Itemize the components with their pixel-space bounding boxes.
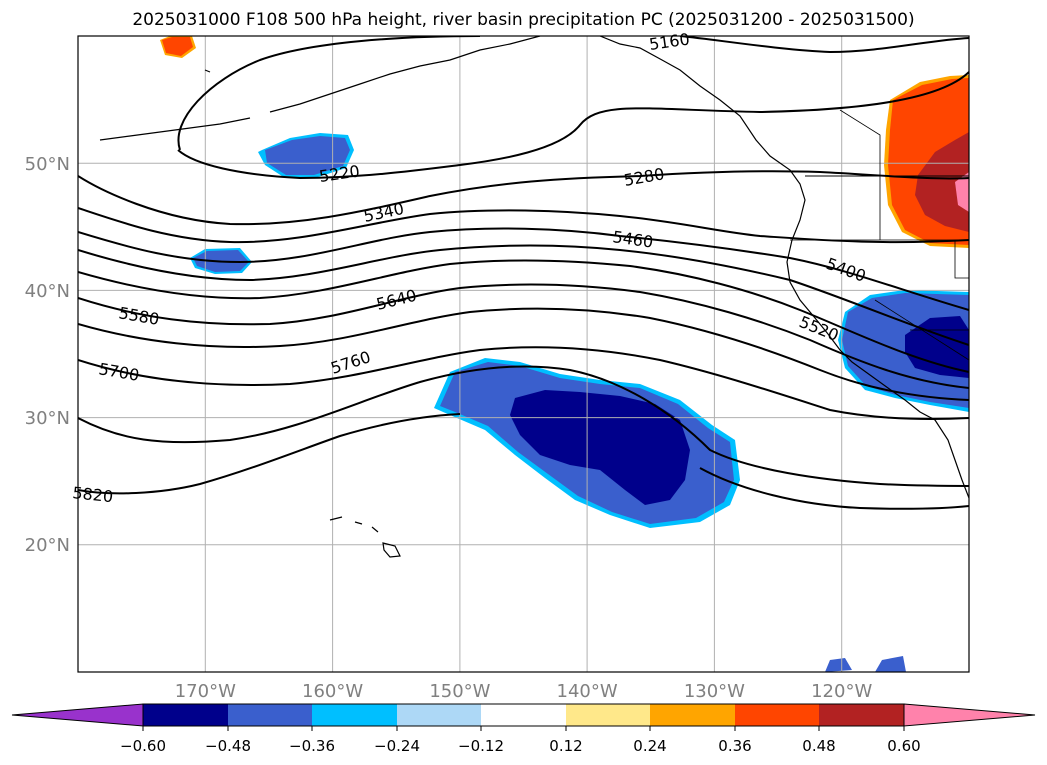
state-borders [790, 109, 969, 361]
colorbar-tick-3: −0.36 [289, 737, 335, 755]
contour-5280 [78, 170, 969, 226]
colorbar-tick-2: −0.48 [205, 737, 251, 755]
contour-5340 [78, 207, 969, 244]
coastline-alaska [269, 36, 541, 113]
map-background [78, 36, 969, 672]
colorbar-bin-7 [650, 704, 735, 726]
map-title: 2025031000 F108 500 hPa height, river ba… [132, 10, 915, 30]
lat-tick-50n: 50°N [25, 154, 70, 175]
precip-negative-south [825, 656, 906, 672]
contour-5160 [177, 36, 969, 151]
colorbar-tick-10: 0.60 [887, 737, 920, 755]
colorbar-tick-8: 0.36 [718, 737, 751, 755]
colorbar-bin-9 [819, 704, 904, 726]
coastline-aleutians [99, 117, 251, 141]
island-1 [204, 69, 211, 73]
colorbar-tick-9: 0.48 [802, 737, 835, 755]
precip-negative-alaska [258, 133, 354, 178]
colorbar-extend-high [903, 703, 1036, 727]
lon-tick-120w: 120°W [811, 681, 872, 702]
colorbar-extend-low [11, 703, 144, 727]
contour-5640 [78, 307, 969, 401]
colorbar-bin-2 [228, 704, 312, 726]
contour-5520 [78, 259, 969, 373]
map-frame [77, 35, 970, 673]
contour-5580 [78, 283, 969, 389]
colorbar: −0.60 −0.48 −0.36 −0.24 −0.12 0.12 0.24 … [11, 703, 1036, 755]
contour-5820 [78, 413, 969, 510]
colorbar-tick-5: −0.12 [458, 737, 504, 755]
colorbar-tick-1: −0.60 [120, 737, 166, 755]
lat-tick-20n: 20°N [25, 535, 70, 556]
colorbar-bin-1 [143, 704, 228, 726]
lon-tick-150w: 150°W [429, 681, 490, 702]
contour-5760 [78, 365, 969, 487]
lat-tick-30n: 30°N [25, 408, 70, 429]
lon-tick-140w: 140°W [557, 681, 618, 702]
colorbar-bin-3 [312, 704, 397, 726]
contour-label-5820: 5820 [72, 483, 114, 506]
colorbar-bin-4 [397, 704, 481, 726]
precip-positive-inland [884, 75, 969, 248]
colorbar-bin-8 [735, 704, 819, 726]
colorbar-bin-6 [566, 704, 650, 726]
lon-tick-170w: 170°W [175, 681, 236, 702]
contour-5220 [177, 71, 969, 180]
hawaii [329, 516, 401, 558]
precip-positive-alaska [160, 36, 196, 58]
contour-5400 [78, 227, 969, 311]
lon-tick-160w: 160°W [302, 681, 363, 702]
colorbar-tick-4: −0.24 [374, 737, 420, 755]
colorbar-tick-7: 0.24 [633, 737, 666, 755]
colorbar-tick-6: 0.12 [549, 737, 582, 755]
contour-5700 [78, 346, 969, 421]
colorbar-bin-5 [481, 704, 566, 726]
lat-tick-40n: 40°N [25, 281, 70, 302]
lon-tick-130w: 130°W [684, 681, 745, 702]
precip-negative-california [838, 290, 969, 412]
contour-5460 [78, 244, 969, 346]
coastline-north-america [599, 36, 969, 499]
